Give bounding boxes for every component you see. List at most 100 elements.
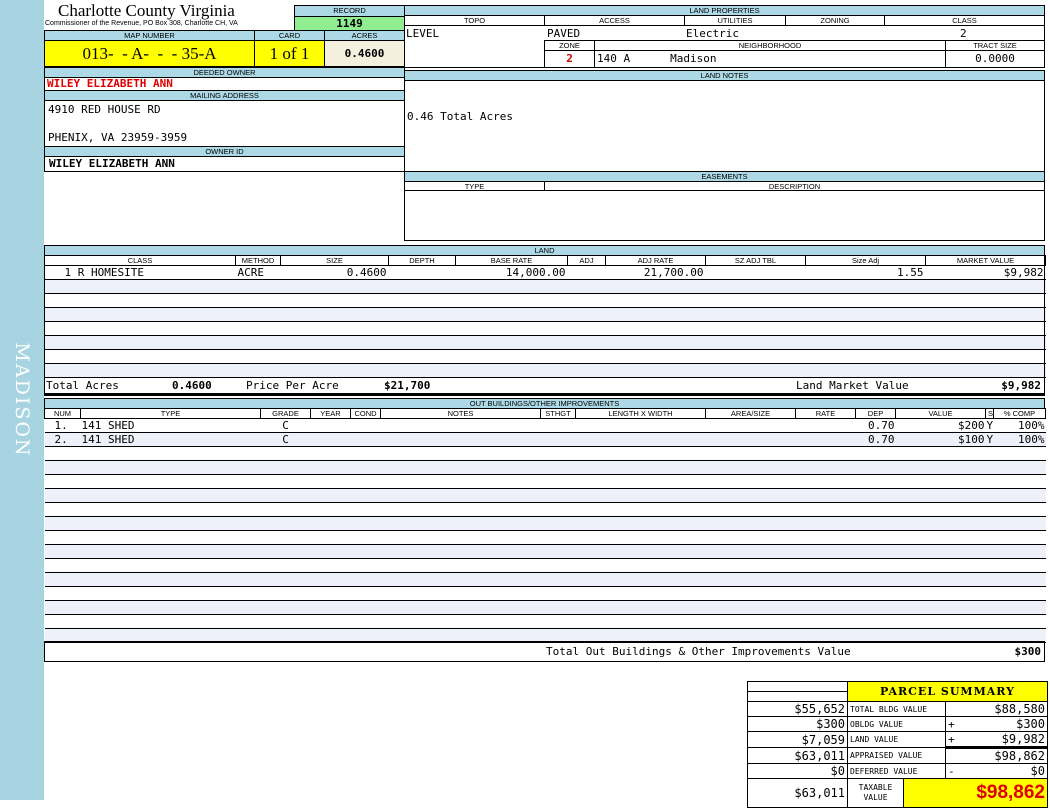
- land-row: [44, 307, 1046, 322]
- outbuilding-cell: [855, 572, 896, 587]
- outbuildings-column-header: TYPE: [80, 408, 261, 419]
- taxable-label: TAXABLE VALUE: [847, 778, 904, 808]
- outbuilding-cell: [993, 628, 1046, 643]
- outbuilding-cell: [260, 544, 311, 559]
- record-number: 1149: [294, 16, 405, 31]
- land-row: 1 R HOMESITE ACRE 0.4600 14,000.00 21,700.00…: [44, 265, 1046, 280]
- outbuilding-cell: [380, 530, 541, 545]
- outbuilding-cell: $100: [895, 432, 986, 447]
- outbuilding-cell: [993, 460, 1046, 475]
- outbuilding-row: [44, 614, 1046, 629]
- outbuilding-cell: [705, 474, 796, 489]
- outbuilding-cell: [260, 474, 311, 489]
- land-cell: [455, 363, 568, 378]
- outbuilding-cell: [895, 600, 986, 615]
- outbuilding-cell: [80, 488, 261, 503]
- taxable-value: $98,862: [903, 778, 1048, 808]
- outbuilding-cell: C: [260, 418, 311, 433]
- prior-value: $7,059: [747, 731, 848, 748]
- outbuilding-row: [44, 446, 1046, 461]
- land-cell: [44, 279, 236, 294]
- summary-label: DEFERRED VALUE: [847, 763, 946, 779]
- outbuilding-cell: [44, 572, 81, 587]
- land-cell: [235, 279, 281, 294]
- land-cell: 1.55: [805, 265, 926, 280]
- outbuilding-cell: [993, 586, 1046, 601]
- land-cell: $9,982: [925, 265, 1046, 280]
- outbuilding-cell: [795, 516, 856, 531]
- outbuilding-cell: [993, 474, 1046, 489]
- land-cell: [567, 363, 606, 378]
- taxable-prior: $63,011: [747, 778, 848, 808]
- land-cell: [567, 265, 606, 280]
- topo-value: LEVEL: [406, 27, 440, 40]
- land-cell: [280, 321, 389, 336]
- outbuilding-cell: [80, 460, 261, 475]
- outbuilding-cell: [310, 418, 351, 433]
- land-cell: [705, 293, 806, 308]
- land-cell: 21,700.00: [605, 265, 706, 280]
- outbuilding-cell: [540, 446, 576, 461]
- outbuilding-cell: [540, 544, 576, 559]
- neighborhood-code: 140 A: [597, 52, 631, 65]
- outbuilding-cell: [540, 572, 576, 587]
- land-cell: [235, 335, 281, 350]
- outbuilding-cell: [855, 628, 896, 643]
- land-cell: [388, 321, 456, 336]
- outbuilding-cell: [540, 516, 576, 531]
- outbuilding-cell: [540, 488, 576, 503]
- land-cell: [805, 363, 926, 378]
- outbuilding-cell: [993, 558, 1046, 573]
- outbuilding-cell: [44, 474, 81, 489]
- outbuilding-cell: [540, 474, 576, 489]
- outbuilding-cell: [310, 502, 351, 517]
- outbuildings-column-header: NOTES: [380, 408, 541, 419]
- outbuilding-cell: [80, 474, 261, 489]
- summary-blank: [747, 691, 848, 702]
- outbuilding-cell: [575, 558, 706, 573]
- outbuilding-cell: [380, 558, 541, 573]
- outbuilding-cell: [985, 614, 994, 629]
- utilities-label: UTILITIES: [684, 15, 786, 26]
- land-cell: [44, 335, 236, 350]
- outbuilding-cell: [895, 516, 986, 531]
- county-title: Charlotte County Virginia: [58, 1, 235, 20]
- summary-row: $63,011 APPRAISED VALUE $98,862: [747, 747, 1048, 764]
- outbuilding-cell: [575, 446, 706, 461]
- tract-size-value: 0.0000: [945, 50, 1045, 68]
- land-cell: [280, 335, 389, 350]
- outbuilding-cell: [993, 614, 1046, 629]
- outbuilding-cell: [80, 530, 261, 545]
- outbuilding-cell: [575, 586, 706, 601]
- land-column-header: MARKET VALUE: [925, 255, 1046, 266]
- zoning-label: ZONING: [785, 15, 885, 26]
- outbuilding-cell: [985, 558, 994, 573]
- land-cell: [567, 349, 606, 364]
- outbuilding-cell: [310, 544, 351, 559]
- outbuilding-cell: [795, 488, 856, 503]
- outbuildings-column-header: % COMP: [993, 408, 1046, 419]
- address-line-2: PHENIX, VA 23959-3959: [48, 131, 188, 144]
- outbuilding-cell: [985, 460, 994, 475]
- summary-value: $88,580: [959, 701, 1048, 717]
- land-cell: [705, 265, 806, 280]
- land-cell: [705, 363, 806, 378]
- outbuilding-cell: [895, 488, 986, 503]
- outbuilding-cell: [80, 614, 261, 629]
- outbuilding-cell: [705, 558, 796, 573]
- outbuilding-cell: [705, 488, 796, 503]
- outbuilding-cell: [855, 586, 896, 601]
- outbuilding-cell: [540, 614, 576, 629]
- land-cell: [388, 363, 456, 378]
- outbuilding-cell: [540, 502, 576, 517]
- outbuilding-cell: [795, 628, 856, 643]
- outbuilding-cell: [350, 530, 381, 545]
- land-cell: [567, 321, 606, 336]
- land-cell: [805, 321, 926, 336]
- outbuilding-row: [44, 530, 1046, 545]
- land-cell: [567, 307, 606, 322]
- outbuildings-column-header: S: [985, 408, 994, 419]
- outbuilding-cell: [44, 586, 81, 601]
- land-row: [44, 335, 1046, 350]
- outbuilding-cell: [310, 460, 351, 475]
